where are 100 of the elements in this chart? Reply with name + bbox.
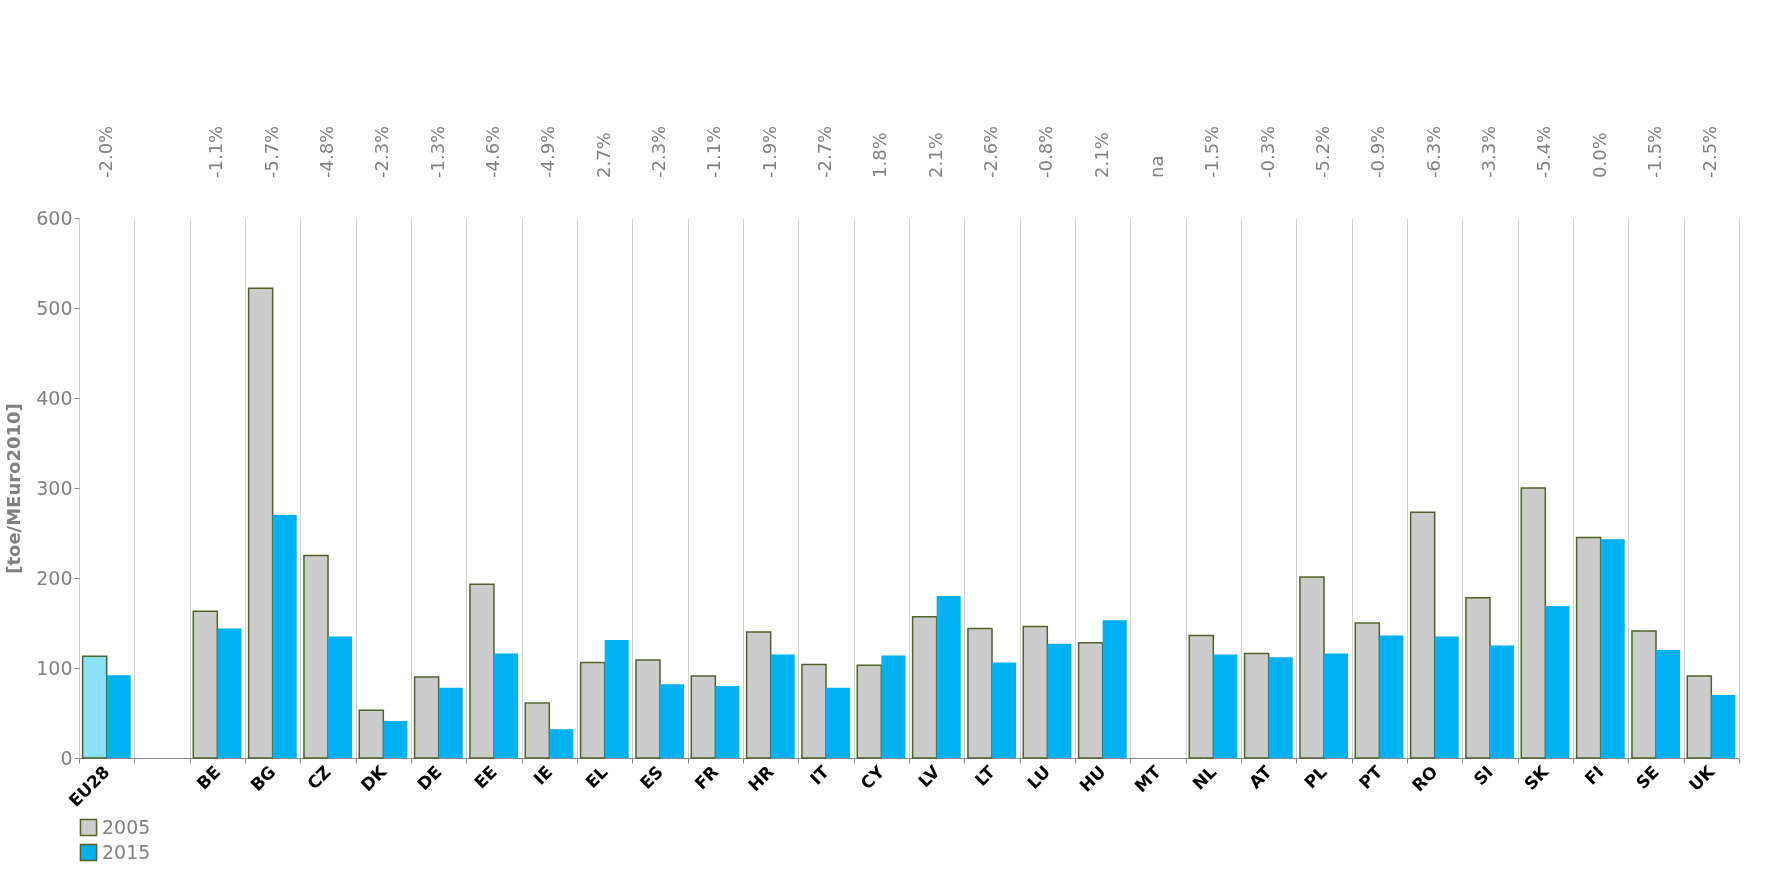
- text: -2.0%: [94, 125, 116, 178]
- text: 2.1%: [924, 132, 946, 178]
- y-tick-label: 300: [36, 476, 73, 499]
- bar: [1686, 675, 1713, 759]
- bar: [992, 662, 1017, 758]
- bar: [826, 687, 851, 758]
- bar: [1268, 657, 1293, 758]
- x-tick-label: SI: [1469, 761, 1497, 789]
- bar: [770, 654, 795, 758]
- text: -2.6%: [980, 125, 1001, 178]
- bar: [1243, 652, 1270, 759]
- bar: [1465, 597, 1491, 759]
- bar: [383, 721, 408, 758]
- text: -5.4%: [1533, 125, 1555, 178]
- bar: [81, 655, 108, 759]
- bar: [801, 663, 827, 759]
- text: -0.3%: [1256, 125, 1278, 178]
- text: -4.6%: [482, 125, 503, 178]
- bar: [1022, 625, 1049, 759]
- x-tick-label: PL: [1300, 761, 1331, 793]
- text: -5.2%: [1312, 125, 1333, 178]
- text: -2.7%: [814, 125, 835, 178]
- bar: [1575, 536, 1602, 759]
- bar: [1299, 576, 1325, 759]
- bar: [1600, 539, 1625, 758]
- bar: [106, 675, 131, 758]
- x-tick-label: EL: [581, 761, 612, 792]
- bar: [272, 515, 297, 758]
- text: -3.3%: [1478, 125, 1499, 178]
- x-tick-label: MT: [1130, 761, 1166, 797]
- x-tick-label: SK: [1520, 761, 1553, 794]
- text: -0.8%: [1035, 125, 1057, 178]
- y-tick-label: 500: [36, 296, 73, 319]
- y-tick-label: 600: [36, 206, 73, 229]
- text: 2.7%: [592, 132, 614, 178]
- x-tick-label: RO: [1407, 761, 1442, 796]
- text: -1.5%: [1201, 125, 1223, 178]
- bar: [660, 684, 685, 758]
- text: -5.7%: [260, 125, 282, 178]
- text: -2.3%: [371, 125, 393, 178]
- y-tick-label: 400: [36, 386, 73, 409]
- bar: [881, 655, 906, 758]
- bar: [1379, 635, 1404, 758]
- text: -1.1%: [205, 125, 227, 178]
- x-tick-label: LU: [1023, 761, 1055, 793]
- bar: [549, 729, 574, 758]
- x-tick-label: DE: [413, 761, 446, 795]
- text: -4.9%: [537, 125, 559, 178]
- bar: [1188, 634, 1215, 759]
- bar: [1490, 645, 1515, 758]
- x-tick-label: CY: [856, 761, 889, 794]
- bar: [438, 687, 463, 758]
- bar: [1631, 630, 1657, 759]
- bar: [1102, 620, 1127, 758]
- bar: [217, 628, 242, 758]
- x-tick-label: NL: [1188, 761, 1221, 794]
- legend-label: 2005: [102, 815, 151, 838]
- bar: [1520, 487, 1547, 759]
- bar: [524, 702, 551, 759]
- x-tick-label: LV: [914, 761, 945, 792]
- text: 0.0%: [1588, 132, 1610, 178]
- legend-label: 2015: [102, 840, 151, 863]
- bar: [936, 596, 961, 758]
- bar: [1409, 511, 1436, 759]
- text: -6.3%: [1422, 125, 1444, 178]
- bar: [303, 554, 329, 759]
- text: 1.8%: [869, 132, 891, 178]
- text: -1.5%: [1644, 125, 1665, 178]
- bar: [192, 610, 219, 759]
- x-tick-label: IT: [806, 761, 834, 789]
- bar: [247, 287, 274, 759]
- bar: [690, 675, 717, 759]
- x-tick-label: DK: [356, 761, 391, 796]
- x-tick-label: ES: [635, 761, 667, 793]
- x-tick-label: HR: [744, 761, 778, 796]
- text: -1.3%: [426, 125, 448, 178]
- bar: [1545, 605, 1570, 758]
- x-tick-label: UK: [1684, 761, 1719, 795]
- y-tick-label: 100: [36, 656, 73, 679]
- x-tick-label: AT: [1244, 761, 1276, 793]
- bar: [715, 686, 740, 758]
- x-tick-label: IE: [529, 761, 557, 789]
- bar: [1434, 636, 1459, 758]
- x-tick-label: BG: [246, 761, 280, 795]
- x-tick-label: PT: [1355, 761, 1387, 793]
- bar: [967, 627, 993, 759]
- bar: [469, 583, 495, 759]
- text: -0.9%: [1367, 125, 1389, 178]
- bar: [604, 640, 629, 758]
- text: na: [1146, 155, 1167, 178]
- text: -1.9%: [758, 125, 780, 178]
- bar: [1077, 642, 1104, 759]
- bar: [635, 659, 661, 759]
- x-tick-label: BE: [192, 761, 225, 794]
- text: -2.3%: [648, 125, 669, 178]
- y-tick-label: 0: [60, 746, 73, 769]
- bar: [1213, 654, 1238, 758]
- y-axis-title: [toe/MEuro2010]: [3, 403, 25, 574]
- x-tick-label: LT: [970, 761, 1000, 790]
- x-tick-label: HU: [1075, 761, 1110, 796]
